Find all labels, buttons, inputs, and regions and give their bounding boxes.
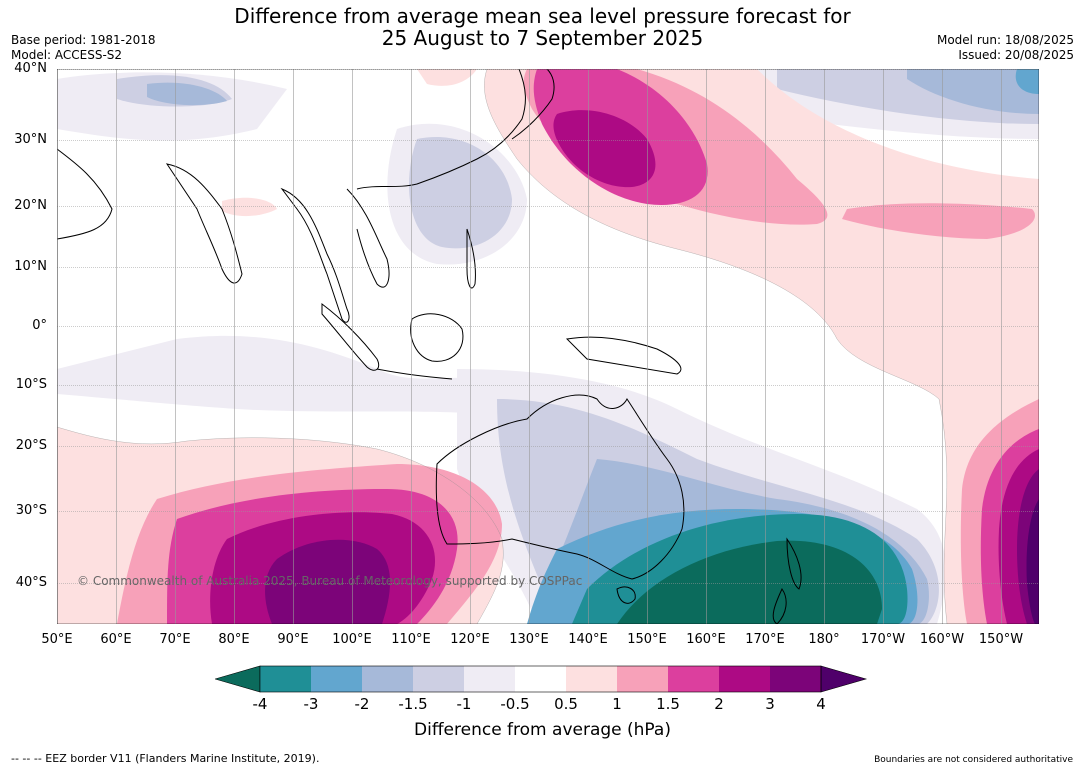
- colorbar-segment: [668, 666, 719, 692]
- longitude-label: 150°W: [978, 632, 1024, 647]
- model-run: Model run: 18/08/2025: [936, 33, 1074, 47]
- colorbar-segment: [260, 666, 311, 692]
- longitude-label: 160°W: [919, 632, 965, 647]
- colorbar-label: Difference from average (hPa): [414, 720, 671, 740]
- colorbar-segment: [464, 666, 515, 692]
- colorbar-tick-label: 3: [765, 695, 775, 713]
- colorbar-segment: [362, 666, 413, 692]
- title-line-2: 25 August to 7 September 2025: [381, 26, 704, 50]
- longitude-label: 60°E: [100, 632, 132, 647]
- colorbar-segment: [311, 666, 362, 692]
- latitude-label: 20°S: [15, 438, 47, 453]
- graticule: [57, 69, 1039, 624]
- contour-lines: [57, 69, 948, 624]
- colorbar-tick-label: -4: [252, 695, 268, 713]
- longitude-label: 150°E: [627, 632, 667, 647]
- colorbar-segment: [719, 666, 770, 692]
- colorbar-tick-label: -1.5: [398, 695, 428, 713]
- coastlines: [57, 69, 802, 624]
- meta-left: Base period: 1981-2018 Model: ACCESS-S2: [11, 33, 156, 63]
- latitude-label: 10°S: [15, 377, 47, 392]
- colorbar-segment: [413, 666, 464, 692]
- eez-note: -- -- -- EEZ border V11 (Flanders Marine…: [11, 752, 320, 765]
- longitude-label: 130°E: [509, 632, 549, 647]
- latitude-label: 30°N: [14, 132, 47, 147]
- longitude-label: 70°E: [159, 632, 191, 647]
- colorbar-tick-label: 4: [816, 695, 826, 713]
- longitude-label: 100°E: [332, 632, 372, 647]
- model-name: Model: ACCESS-S2: [11, 48, 123, 62]
- longitude-label: 50°E: [41, 632, 73, 647]
- longitude-label: 120°E: [450, 632, 490, 647]
- copyright-notice: © Commonwealth of Australia 2025, Bureau…: [77, 574, 583, 588]
- colorbar-extend-high: [820, 665, 868, 693]
- colorbar-tick-label: -3: [303, 695, 319, 713]
- colorbar-tick-label: 2: [714, 695, 724, 713]
- pressure-anomaly-map: [57, 69, 1039, 624]
- longitude-label: 90°E: [277, 632, 309, 647]
- longitude-label: 110°E: [391, 632, 431, 647]
- meta-right: Model run: 18/08/2025 Issued: 20/08/2025: [937, 33, 1074, 63]
- longitude-label: 140°E: [568, 632, 608, 647]
- latitude-label: 0°: [32, 318, 47, 333]
- map-title: Difference from average mean sea level p…: [0, 5, 1085, 49]
- longitude-label: 180°: [808, 632, 840, 647]
- latitude-label: 10°N: [14, 259, 47, 274]
- colorbar-tick-label: 1.5: [656, 695, 680, 713]
- longitude-label: 80°E: [218, 632, 250, 647]
- colorbar-tick-label: -0.5: [500, 695, 530, 713]
- negative-anomaly-extreme: [617, 540, 882, 624]
- latitude-label: 40°S: [15, 575, 47, 590]
- latitude-label: 30°S: [15, 503, 47, 518]
- colorbar-segment: [566, 666, 617, 692]
- longitude-label: 170°W: [860, 632, 906, 647]
- colorbar-tick-label: 0.5: [554, 695, 578, 713]
- positive-anomaly-extreme: [1026, 499, 1039, 624]
- title-line-1: Difference from average mean sea level p…: [234, 4, 851, 28]
- colorbar-segment: [770, 666, 821, 692]
- colorbar-tick-label: -2: [354, 695, 370, 713]
- base-period: Base period: 1981-2018: [11, 33, 156, 47]
- colorbar-segment: [515, 666, 566, 692]
- colorbar-extend-low: [215, 665, 261, 693]
- latitude-label: 40°N: [14, 61, 47, 76]
- latitude-label: 20°N: [14, 198, 47, 213]
- boundaries-disclaimer: Boundaries are not considered authoritat…: [874, 755, 1073, 765]
- colorbar: [215, 665, 868, 693]
- colorbar-tick-label: 1: [612, 695, 622, 713]
- longitude-label: 170°E: [745, 632, 785, 647]
- colorbar-tick-label: -1: [456, 695, 472, 713]
- colorbar-border: [259, 665, 822, 693]
- colorbar-segment: [617, 666, 668, 692]
- longitude-label: 160°E: [686, 632, 726, 647]
- issued-date: Issued: 20/08/2025: [958, 48, 1074, 62]
